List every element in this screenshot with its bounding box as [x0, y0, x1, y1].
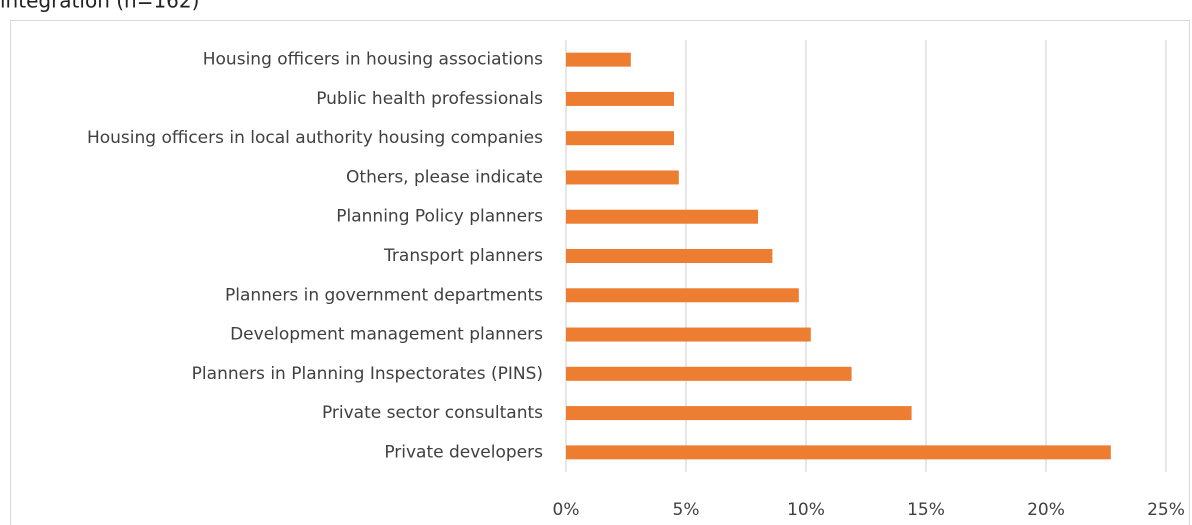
bar — [566, 52, 631, 67]
y-tick-label: Transport planners — [383, 246, 543, 266]
y-tick-label: Planners in government departments — [225, 285, 543, 305]
bar — [566, 288, 799, 303]
y-tick-label: Private sector consultants — [322, 403, 543, 423]
y-tick-label: Planning Policy planners — [336, 207, 543, 227]
bar — [566, 366, 852, 381]
bar — [566, 91, 674, 106]
y-tick-label: Public health professionals — [316, 89, 543, 109]
bar — [566, 406, 912, 421]
bar — [566, 209, 758, 224]
y-tick-label: Housing officers in local authority hous… — [87, 128, 543, 148]
bar — [566, 170, 679, 185]
y-tick-label: Development management planners — [230, 325, 543, 345]
y-tick-label: Planners in Planning Inspectorates (PINS… — [192, 364, 543, 384]
bar — [566, 249, 773, 263]
x-tick-label: 15% — [907, 500, 945, 520]
chart-title: integration (n=162) — [0, 0, 199, 13]
x-tick-label: 20% — [1027, 500, 1065, 520]
bar — [566, 131, 674, 146]
x-tick-label: 5% — [673, 500, 700, 520]
y-tick-label: Others, please indicate — [346, 167, 543, 187]
bar — [566, 445, 1111, 460]
x-tick-label: 0% — [553, 500, 580, 520]
y-tick-label: Private developers — [384, 442, 543, 462]
title-backdrop — [0, 0, 330, 20]
bar — [566, 327, 811, 342]
x-tick-label: 10% — [787, 500, 825, 520]
y-tick-label: Housing officers in housing associations — [203, 50, 543, 70]
x-tick-label: 25% — [1147, 500, 1185, 520]
